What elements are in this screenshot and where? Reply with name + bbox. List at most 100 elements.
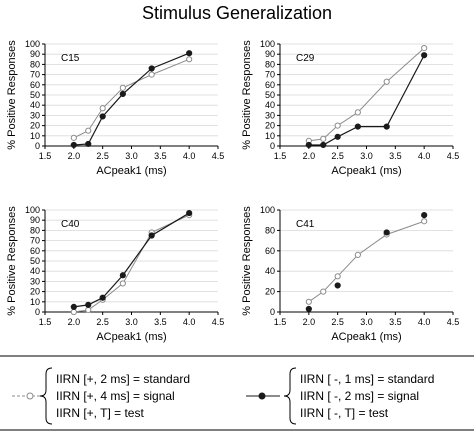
y-axis-label: % Positive Responses [241,206,253,316]
y-tick-label: 100 [25,205,40,215]
filled-data-point [99,113,106,120]
legend-filled-line-3: IIRN [ -, T] = test [300,406,389,420]
series-line [308,54,425,146]
chart-panel-c41: 0 20 40 60 80 100 1.5 2.0 2.5 3.0 3.5 4.0 4.5 ACpeak1… [241,205,459,343]
x-tick-label: 3.0 [125,151,138,161]
open-data-point [354,109,361,116]
y-tick-label: 60 [265,80,275,90]
y-tick-label: 40 [265,266,275,276]
legend-filled-circle-marker [258,392,266,400]
y-tick-label: 0 [35,307,40,317]
filled-circle-series [305,212,428,313]
open-data-point [70,134,77,141]
y-tick-label: 30 [30,110,40,120]
x-tick-label: 2.5 [96,317,109,327]
filled-data-point [186,50,193,57]
y-tick-label: 80 [265,59,275,69]
open-data-point [421,218,428,225]
filled-data-point [148,232,155,239]
y-tick-label: 0 [270,141,275,151]
y-tick-label: 70 [265,70,275,80]
open-data-point [70,308,77,316]
filled-data-point [148,65,155,72]
panel-label: C29 [296,53,315,64]
x-axis-label: ACpeak1 (ms) [331,165,401,177]
y-tick-label: 10 [265,131,275,141]
y-tick-label: 90 [30,215,40,225]
x-tick-label: 3.5 [154,317,167,327]
x-tick-label: 1.5 [274,317,287,327]
y-tick-label: 40 [30,100,40,110]
panel-label: C40 [61,219,80,230]
y-tick-label: 0 [270,307,275,317]
filled-data-point [70,303,77,310]
x-tick-label: 3.5 [389,317,402,327]
filled-data-point [383,123,390,130]
open-data-point [99,105,106,112]
y-tick-label: 50 [30,90,40,100]
x-axis-label: ACpeak1 (ms) [331,331,401,343]
filled-data-point [305,305,312,313]
legend-open-line-3: IIRN [+, T] = test [56,406,144,420]
y-tick-label: 30 [30,276,40,286]
y-tick-label: 80 [30,59,40,69]
y-tick-label: 20 [265,121,275,131]
open-data-point [320,135,327,142]
x-tick-label: 2.0 [68,317,81,327]
x-tick-label: 4.0 [183,151,196,161]
series-line [73,212,190,308]
y-tick-label: 60 [265,246,275,256]
legend-open-line-2: IIRN [+, 4 ms] = signal [56,389,175,403]
filled-data-point [99,294,106,301]
open-circle-series [305,44,428,144]
y-tick-label: 40 [30,266,40,276]
x-axis-label: ACpeak1 (ms) [96,331,166,343]
figure-title: Stimulus Generalization [142,3,332,23]
y-tick-label: 80 [30,225,40,235]
legend-filled-line-2: IIRN [ -, 2 ms] = signal [300,389,419,403]
x-tick-label: 4.0 [418,151,431,161]
y-tick-label: 100 [260,205,275,215]
open-data-point [148,71,155,78]
filled-data-point [320,141,327,149]
x-tick-label: 1.5 [39,317,52,327]
open-data-point [186,56,193,63]
series-line [73,58,190,139]
legend-filled-line-1: IIRN [ -, 1 ms] = standard [300,372,434,386]
y-tick-label: 40 [265,100,275,110]
x-tick-label: 2.5 [96,151,109,161]
filled-data-point [334,282,341,289]
legend-open-circle-marker [26,392,34,400]
y-tick-label: 60 [30,246,40,256]
y-tick-label: 20 [30,121,40,131]
y-tick-label: 20 [265,287,275,297]
y-tick-label: 20 [30,287,40,297]
y-tick-label: 0 [35,141,40,151]
filled-circle-series [70,209,193,310]
open-data-point [119,280,126,287]
y-tick-label: 60 [30,80,40,90]
open-data-point [85,306,92,314]
open-data-point [320,288,327,295]
x-axis-label: ACpeak1 (ms) [96,165,166,177]
x-tick-label: 1.5 [274,151,287,161]
filled-data-point [421,52,428,59]
x-tick-label: 3.5 [154,151,167,161]
filled-data-point [334,133,341,140]
filled-data-point [119,272,126,279]
x-tick-label: 4.5 [447,317,460,327]
open-data-point [334,273,341,280]
panel-label: C15 [61,53,80,64]
y-tick-label: 10 [30,131,40,141]
open-data-point [305,298,312,305]
x-tick-label: 2.5 [331,317,344,327]
y-tick-label: 10 [30,297,40,307]
legend-open-brace [39,367,53,425]
x-tick-label: 2.0 [303,317,316,327]
filled-data-point [383,229,390,236]
filled-data-point [421,212,428,219]
y-tick-label: 50 [30,256,40,266]
legend-open-line-1: IIRN [+, 2 ms] = standard [56,372,190,386]
y-tick-label: 100 [25,39,40,49]
